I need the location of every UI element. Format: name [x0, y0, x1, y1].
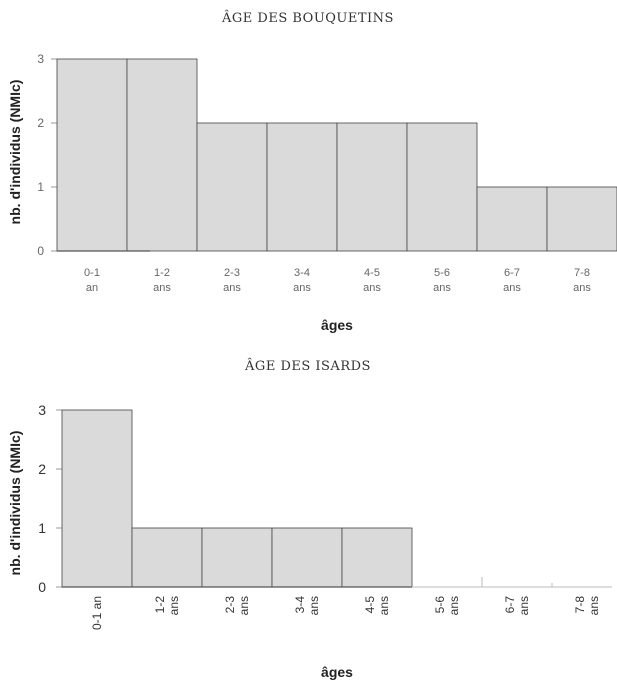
y-tick-label: 2 [37, 116, 44, 130]
bar [266, 122, 338, 252]
x-tick-label: 6-7 [504, 267, 520, 279]
chart-bouquetins: ÂGE DES BOUQUETINS nb. d'individus (NMIc… [7, 10, 617, 333]
x-tick-label: 1-2 [154, 267, 170, 279]
x-tick-label: ans [573, 282, 591, 294]
x-tick-label: ans [223, 282, 241, 294]
y-tick-label: 1 [38, 520, 46, 536]
y-tick-label: 1 [37, 180, 44, 194]
x-tick-label: ans [447, 596, 461, 615]
x-tick-label: ans [433, 282, 451, 294]
x-tick-label: 4-5 [363, 596, 377, 614]
x-axis-label: âges [321, 317, 353, 333]
y-tick-label: 3 [37, 52, 44, 66]
x-tick-label: ans [587, 596, 601, 615]
x-tick-label: 7-8 [573, 596, 587, 614]
bar [61, 409, 133, 588]
bar [196, 122, 268, 252]
y-tick-label: 3 [38, 402, 46, 418]
bar [476, 186, 548, 252]
x-axis-label: âges [321, 664, 353, 680]
x-tick-label: 5-6 [433, 596, 447, 614]
x-tick-label: 0-1 an [90, 596, 104, 630]
x-tick-label: 6-7 [503, 596, 517, 614]
bar [271, 527, 343, 588]
y-tick-label: 2 [38, 461, 46, 477]
x-tick-label: 0-1 [84, 267, 100, 279]
x-tick-label: ans [363, 282, 381, 294]
x-tick-label: 2-3 [223, 596, 237, 614]
x-tick-label: 7-8 [574, 267, 590, 279]
y-axis-label: nb. d'individus (NMIc) [7, 431, 23, 576]
bar [131, 527, 203, 588]
bar [126, 58, 198, 252]
bar [336, 122, 408, 252]
x-tick-label: an [86, 282, 98, 294]
x-tick-label: 5-6 [434, 267, 450, 279]
x-tick-label: 1-2 [153, 596, 167, 614]
x-tick-label: ans [237, 596, 251, 615]
x-tick-label: 4-5 [364, 267, 380, 279]
x-tick-label: ans [377, 596, 391, 615]
bar [546, 186, 617, 252]
x-tick-label: ans [167, 596, 181, 615]
bar [56, 58, 128, 252]
y-axis-label: nb. d'individus (NMIc) [7, 80, 23, 225]
x-tick-label: 3-4 [293, 596, 307, 614]
chart-title: ÂGE DES BOUQUETINS [221, 10, 394, 26]
chart-title: ÂGE DES ISARDS [244, 358, 371, 374]
x-tick-label: 3-4 [294, 267, 310, 279]
x-tick-label: ans [307, 596, 321, 615]
x-tick-label: ans [153, 282, 171, 294]
bar [341, 527, 413, 588]
y-tick-label: 0 [38, 579, 46, 595]
x-tick-label: ans [517, 596, 531, 615]
bar [201, 527, 273, 588]
y-tick-label: 0 [37, 244, 44, 258]
bar [406, 122, 478, 252]
x-tick-label: ans [293, 282, 311, 294]
chart-isards: ÂGE DES ISARDS nb. d'individus (NMIc) âg… [7, 358, 612, 680]
x-tick-label: ans [503, 282, 521, 294]
x-tick-label: 2-3 [224, 267, 240, 279]
